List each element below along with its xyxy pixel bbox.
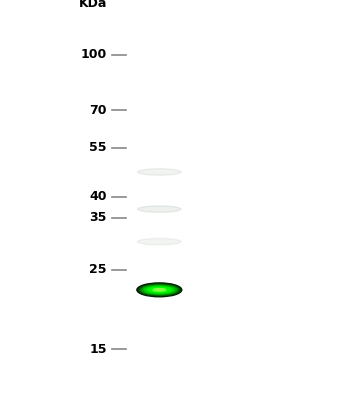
Ellipse shape [137, 283, 182, 297]
Ellipse shape [150, 288, 169, 292]
Ellipse shape [139, 284, 179, 295]
Ellipse shape [137, 238, 181, 245]
Ellipse shape [142, 286, 177, 294]
Ellipse shape [137, 206, 181, 212]
Ellipse shape [147, 287, 172, 293]
Text: 35: 35 [89, 211, 107, 224]
Text: A: A [153, 3, 165, 18]
Text: 70: 70 [89, 104, 107, 116]
Text: 100: 100 [80, 48, 107, 61]
Text: 15: 15 [89, 343, 107, 356]
Text: 25: 25 [89, 264, 107, 276]
Ellipse shape [138, 284, 180, 296]
Text: KDa: KDa [78, 0, 107, 10]
Ellipse shape [145, 286, 174, 294]
Text: 55: 55 [89, 141, 107, 154]
Text: 40: 40 [89, 190, 107, 204]
Ellipse shape [153, 288, 166, 291]
Ellipse shape [137, 169, 181, 175]
Ellipse shape [141, 285, 178, 295]
